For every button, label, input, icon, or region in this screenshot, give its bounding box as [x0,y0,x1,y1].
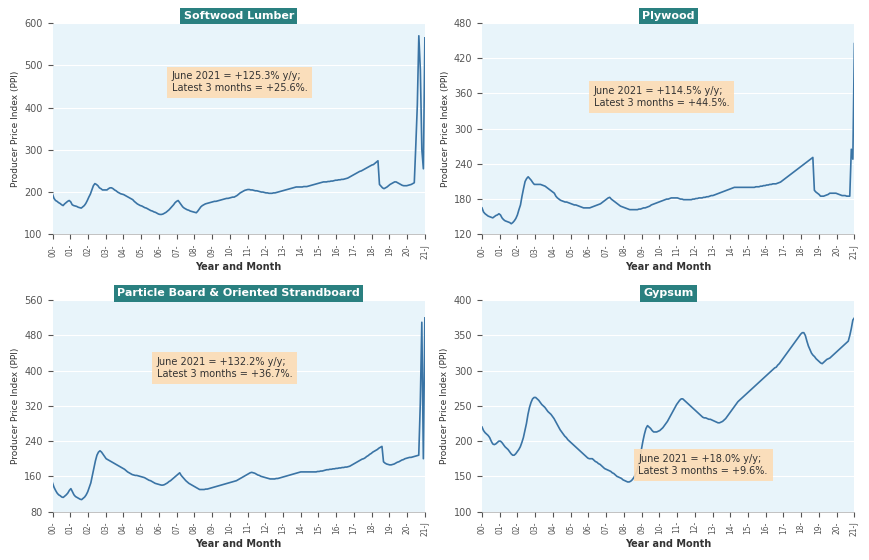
X-axis label: Year and Month: Year and Month [624,262,711,272]
Text: June 2021 = +18.0% y/y;
Latest 3 months = +9.6%.: June 2021 = +18.0% y/y; Latest 3 months … [638,454,767,476]
X-axis label: Year and Month: Year and Month [196,539,282,549]
Y-axis label: Producer Price Index (PPI): Producer Price Index (PPI) [440,348,449,464]
Text: Softwood Lumber: Softwood Lumber [183,11,294,21]
Y-axis label: Producer Price Index (PPI): Producer Price Index (PPI) [11,71,20,187]
Y-axis label: Producer Price Index (PPI): Producer Price Index (PPI) [11,348,20,464]
Text: June 2021 = +114.5% y/y;
Latest 3 months = +44.5%.: June 2021 = +114.5% y/y; Latest 3 months… [593,86,728,108]
X-axis label: Year and Month: Year and Month [196,262,282,272]
Y-axis label: Producer Price Index (PPI): Producer Price Index (PPI) [440,71,449,187]
Text: Particle Board & Oriented Strandboard: Particle Board & Oriented Strandboard [117,288,360,298]
Text: June 2021 = +125.3% y/y;
Latest 3 months = +25.6%.: June 2021 = +125.3% y/y; Latest 3 months… [171,72,307,93]
X-axis label: Year and Month: Year and Month [624,539,711,549]
Text: Gypsum: Gypsum [642,288,693,298]
Text: June 2021 = +132.2% y/y;
Latest 3 months = +36.7%.: June 2021 = +132.2% y/y; Latest 3 months… [156,357,292,379]
Text: Plywood: Plywood [641,11,693,21]
